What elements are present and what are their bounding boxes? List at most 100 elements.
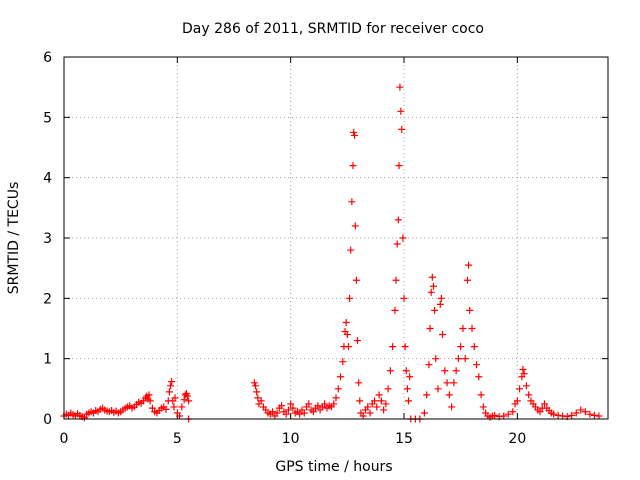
data-point [162,405,170,413]
data-point [432,355,440,363]
x-tick-label: 10 [282,431,300,447]
data-point [475,373,483,381]
data-point [352,276,360,284]
data-point [525,391,533,399]
data-point [148,404,156,412]
y-tick-label: 2 [43,291,52,307]
data-point [394,216,402,224]
grid [64,57,608,419]
data-point [431,306,439,314]
data-point [500,412,508,420]
data-point [554,411,562,419]
data-point [321,400,329,408]
data-point [354,337,362,345]
data-point [350,128,358,136]
data-point [355,379,363,387]
data-point [477,391,485,399]
data-point [491,411,499,419]
data-point [269,408,277,416]
data-point [465,261,473,269]
data-point [176,412,184,420]
data-point [393,240,401,248]
data-point [167,382,175,390]
data-point [351,222,359,230]
data-point [402,367,410,375]
data-point [314,402,322,410]
data-point [252,382,260,390]
data-point [398,125,406,133]
data-point [457,343,465,351]
data-point [332,394,340,402]
data-point [428,273,436,281]
data-point [348,198,356,206]
data-point [541,400,549,408]
data-point [434,385,442,393]
data-point [595,412,603,420]
y-tick-label: 6 [43,50,52,66]
data-point [516,385,524,393]
data-point [405,397,413,405]
data-point [386,367,394,375]
data-point [145,391,153,399]
data-point [284,406,292,414]
data-point [389,343,397,351]
data-point [581,408,589,416]
data-point [439,331,447,339]
data-point [461,355,469,363]
data-point [180,396,188,404]
data-point [427,288,435,296]
data-point [568,411,576,419]
data-point [463,276,471,284]
data-point [437,294,445,302]
data-point [289,404,297,412]
data-point [559,412,567,420]
x-tick-label: 15 [395,431,413,447]
data-point [504,410,512,418]
data-point [282,410,290,418]
data-point [522,382,530,390]
data-point [420,409,428,417]
data-point [359,412,367,420]
data-point [296,410,304,418]
y-axis-label: SRMTID / TECUs [6,182,22,295]
data-point [391,306,399,314]
data-point [185,397,193,405]
data-point [165,388,173,396]
data-point [429,282,437,290]
data-point [334,385,342,393]
data-point [452,367,460,375]
data-point [445,391,453,399]
data-point [577,406,585,414]
data-point [373,403,381,411]
data-point [392,276,400,284]
data-point [375,391,383,399]
data-point [423,391,431,399]
y-tick-label: 5 [43,110,52,126]
data-point [339,358,347,366]
data-point [513,397,521,405]
data-point [509,408,517,416]
data-points [60,83,603,423]
data-point [384,385,392,393]
data-point [468,325,476,332]
data-point [351,131,359,139]
y-tick-label: 1 [43,352,52,368]
data-point [448,403,456,411]
data-point [253,388,261,396]
data-point [406,373,414,381]
data-point [400,294,408,302]
data-point [459,325,467,332]
data-point [395,162,403,170]
plot-frame [63,56,609,420]
data-point [426,325,434,332]
data-point [382,400,390,408]
data-point [479,403,487,411]
data-point [550,410,558,418]
data-point [300,409,308,417]
data-point [401,343,409,351]
data-point [366,409,374,417]
data-point [425,361,433,369]
axis-ticks: 0 5 10 15 20 0 1 2 3 4 5 6 [43,50,608,447]
chart-title: Day 286 of 2011, SRMTID for receiver coc… [182,21,484,37]
data-point [586,410,594,418]
